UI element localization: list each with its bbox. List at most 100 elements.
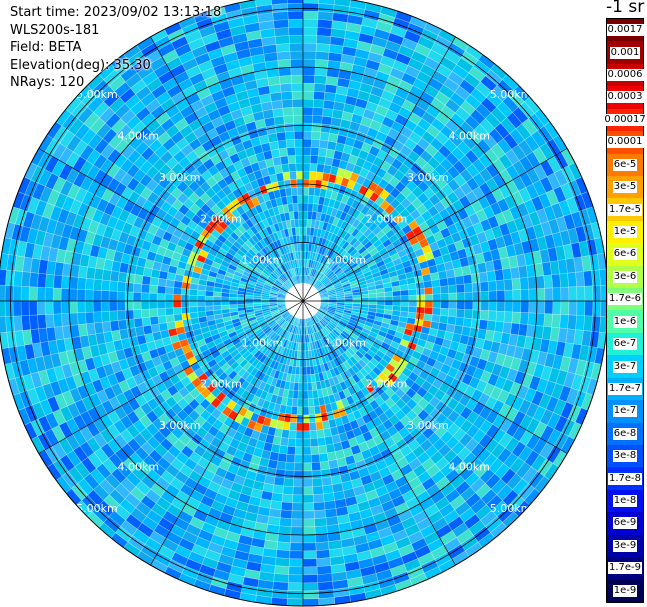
beta-cell	[164, 300, 174, 309]
beta-cell	[285, 138, 296, 149]
beta-cell	[317, 155, 327, 166]
beta-cell	[388, 233, 400, 244]
beta-cell	[164, 307, 175, 316]
beta-cell	[302, 590, 319, 600]
beta-cell	[312, 485, 324, 496]
beta-cell	[482, 133, 498, 150]
beta-cell	[312, 477, 323, 488]
beta-cell	[293, 130, 304, 140]
beta-cell	[68, 288, 78, 302]
beta-cell	[527, 276, 537, 290]
beta-cell	[317, 573, 333, 583]
beta-cell	[272, 107, 284, 118]
beta-cell	[591, 269, 601, 287]
beta-cell	[275, 43, 291, 53]
beta-cell	[416, 306, 426, 315]
beta-cell	[284, 461, 295, 472]
beta-cell	[560, 300, 570, 316]
colorbar-tick-label: 1.7e-8	[607, 472, 643, 485]
elevation-label: Elevation(deg): 35.30	[10, 57, 151, 73]
beta-cell	[354, 156, 367, 169]
beta-cell	[536, 300, 546, 314]
beta-cell	[29, 314, 39, 330]
beta-cell	[292, 202, 299, 212]
beta-cell	[283, 477, 294, 488]
beta-cell	[309, 429, 318, 440]
beta-cell	[414, 42, 432, 58]
beta-cell	[432, 293, 442, 302]
beta-cell	[334, 209, 344, 220]
beta-cell	[302, 138, 312, 148]
beta-cell	[535, 312, 545, 327]
range-ring-label: 4.00km	[448, 460, 490, 473]
beta-cell	[488, 290, 498, 302]
beta-cell	[116, 281, 127, 292]
beta-cell	[419, 149, 434, 164]
beta-cell	[109, 270, 120, 282]
beta-cell	[277, 59, 292, 69]
beta-cell	[295, 430, 304, 440]
beta-cell	[140, 308, 151, 319]
beta-cell	[368, 145, 381, 158]
beta-cell	[302, 446, 312, 456]
beta-cell	[276, 460, 287, 471]
beta-cell	[302, 398, 309, 408]
beta-cell	[390, 158, 404, 171]
beta-cell	[511, 311, 522, 325]
beta-cell	[302, 566, 318, 576]
beta-cell	[315, 253, 322, 263]
colorbar-tick-label: 1.7e-9	[607, 562, 643, 575]
beta-cell	[378, 123, 392, 136]
colorbar-segment: 6e-7	[607, 332, 643, 356]
beta-cell	[309, 422, 317, 432]
beta-cell	[212, 295, 222, 302]
beta-cell	[311, 122, 322, 133]
beta-cell	[302, 462, 313, 472]
beta-cell	[443, 138, 458, 153]
beta-cell	[599, 268, 606, 286]
colorbar-tick-label: 6e-8	[612, 427, 638, 440]
beta-cell	[302, 34, 318, 44]
range-ring-label: 3.00km	[159, 171, 201, 184]
beta-cell	[407, 282, 417, 291]
beta-cell	[314, 59, 329, 69]
beta-cell	[108, 310, 119, 322]
beta-cell	[279, 155, 289, 166]
beta-cell	[456, 292, 466, 302]
beta-cell	[400, 295, 410, 302]
beta-cell	[287, 437, 297, 448]
beta-cell	[156, 293, 166, 302]
beta-cell	[376, 296, 386, 302]
beta-cell	[424, 300, 434, 309]
beta-cell	[286, 146, 296, 157]
colorbar-segment: 3e-7	[607, 355, 643, 378]
beta-cell	[424, 143, 439, 158]
beta-cell	[302, 510, 315, 520]
beta-cell	[312, 278, 319, 287]
beta-cell	[355, 221, 366, 232]
beta-cell	[584, 285, 594, 302]
beta-cell	[311, 130, 322, 141]
beta-cell	[293, 210, 300, 220]
beta-cell	[464, 300, 474, 311]
beta-cell	[287, 154, 297, 165]
beta-cell	[439, 285, 450, 295]
beta-cell	[552, 300, 562, 315]
beta-cell	[318, 139, 329, 150]
beta-cell	[411, 197, 424, 210]
beta-cell	[583, 270, 593, 287]
beta-cell	[302, 90, 315, 100]
beta-cell	[271, 3, 289, 13]
beta-cell	[289, 170, 297, 180]
colorbar-tick-label: 3e-9	[612, 539, 638, 552]
instrument-label: WLS200s-181	[10, 22, 100, 38]
beta-cell	[278, 67, 292, 77]
colorbar-segment: 1e-9	[607, 579, 643, 602]
beta-cell	[302, 494, 314, 504]
beta-cell	[286, 0, 304, 4]
beta-cell	[282, 171, 291, 181]
beta-cell	[429, 137, 444, 152]
beta-cell	[512, 289, 522, 302]
beta-cell	[310, 138, 321, 149]
beta-cell	[486, 270, 497, 282]
